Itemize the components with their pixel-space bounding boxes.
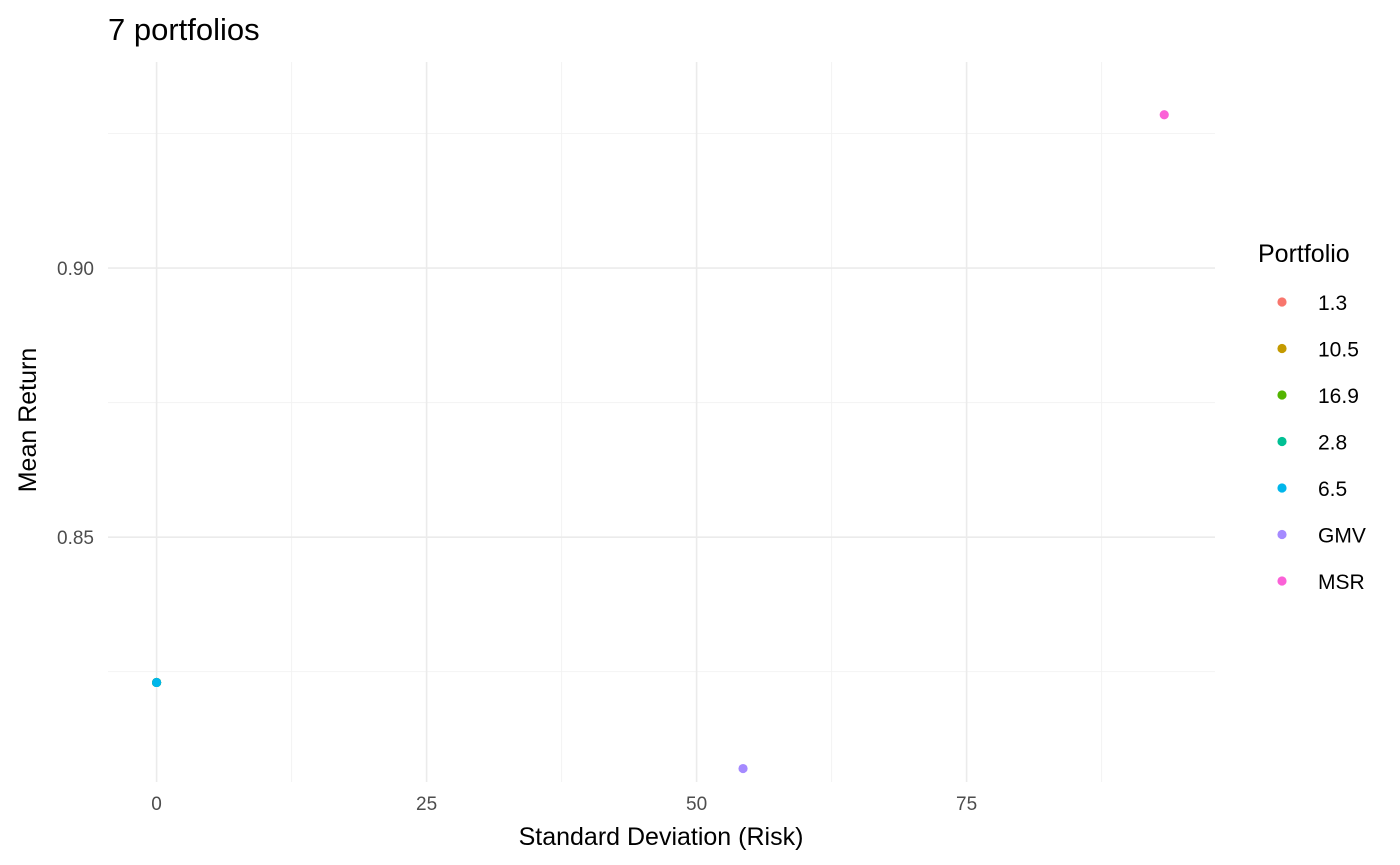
legend-key-6-5 <box>1277 483 1287 493</box>
data-point-msr <box>1159 110 1169 120</box>
legend-key-2-8 <box>1277 436 1287 447</box>
legend-label-6-5: 6.5 <box>1318 478 1347 501</box>
y-axis-ticks: 0.85 0.90 <box>57 259 94 549</box>
legend-label-msr: MSR <box>1318 571 1365 594</box>
legend-title: Portfolio <box>1258 240 1350 268</box>
data-points <box>152 110 1169 774</box>
legend-item-msr: MSR <box>1277 571 1365 594</box>
legend-label-2-8: 2.8 <box>1318 432 1347 455</box>
y-axis-title: Mean Return <box>14 348 42 493</box>
legend: Portfolio 1.3 10.5 16.9 2.8 6.5 GMV MSR <box>1258 240 1366 594</box>
y-tick-label: 0.85 <box>57 528 94 549</box>
chart-title: 7 portfolios <box>108 12 260 47</box>
x-tick-label: 50 <box>686 794 707 815</box>
y-tick-label: 0.90 <box>57 259 94 280</box>
legend-label-1-3: 1.3 <box>1318 292 1347 315</box>
legend-item-16-9: 16.9 <box>1277 385 1359 408</box>
legend-label-16-9: 16.9 <box>1318 385 1359 408</box>
legend-item-2-8: 2.8 <box>1277 432 1347 455</box>
legend-label-gmv: GMV <box>1318 525 1366 548</box>
data-point-6-5 <box>152 677 162 688</box>
legend-item-gmv: GMV <box>1277 525 1366 548</box>
x-axis-ticks: 0 25 50 75 <box>151 794 977 815</box>
legend-item-6-5: 6.5 <box>1277 478 1347 501</box>
legend-key-gmv <box>1277 529 1287 540</box>
legend-key-16-9 <box>1277 390 1287 400</box>
legend-label-10-5: 10.5 <box>1318 339 1359 362</box>
legend-item-10-5: 10.5 <box>1277 339 1359 362</box>
legend-key-10-5 <box>1277 343 1287 354</box>
data-point-gmv <box>738 763 748 774</box>
x-tick-label: 0 <box>151 794 162 815</box>
legend-key-msr <box>1277 576 1287 586</box>
x-tick-label: 25 <box>416 794 437 815</box>
plot-area <box>108 62 1215 782</box>
x-axis-title: Standard Deviation (Risk) <box>519 823 804 851</box>
grid <box>108 62 1215 782</box>
legend-key-1-3 <box>1277 297 1287 307</box>
legend-item-1-3: 1.3 <box>1277 292 1347 315</box>
legend-items: 1.3 10.5 16.9 2.8 6.5 GMV MSR <box>1277 292 1366 594</box>
x-tick-label: 75 <box>956 794 977 815</box>
